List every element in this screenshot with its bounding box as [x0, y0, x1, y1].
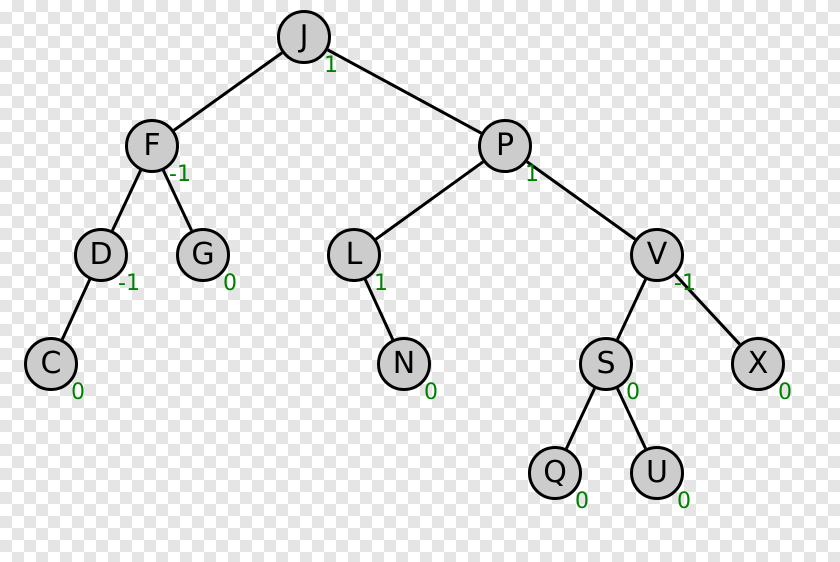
tree-edge [112, 170, 140, 230]
tree-node-c: C [24, 337, 78, 391]
tree-node-q: Q [528, 446, 582, 500]
balance-factor: 0 [575, 491, 589, 513]
tree-node-l: L [327, 228, 381, 282]
tree-edge [62, 280, 89, 340]
node-label: Q [543, 458, 567, 488]
node-label: C [41, 349, 62, 379]
tree-node-p: P [478, 119, 532, 173]
node-label: U [646, 458, 668, 488]
tree-edge [174, 53, 282, 131]
tree-edge [376, 162, 483, 239]
tree-node-j: J [277, 10, 331, 64]
tree-node-g: G [176, 228, 230, 282]
node-label: X [748, 349, 769, 379]
balance-factor: -1 [169, 164, 191, 186]
tree-node-s: S [579, 337, 633, 391]
balance-factor: 1 [374, 273, 388, 295]
balance-factor: 0 [778, 382, 792, 404]
node-label: J [300, 22, 309, 52]
tree-edge [527, 162, 635, 240]
node-label: G [191, 240, 214, 270]
node-label: F [143, 131, 160, 161]
balance-factor: 0 [71, 382, 85, 404]
balance-factor: 0 [677, 491, 691, 513]
tree-diagram: J F P D G L V C N S X Q U 1 -1 1 -1 0 1 -1 0 0 0 0 0 0 [0, 0, 840, 562]
node-label: V [647, 240, 668, 270]
balance-factor: -1 [118, 273, 140, 295]
node-label: N [393, 349, 415, 379]
balance-factor: 1 [525, 164, 539, 186]
tree-edge [566, 388, 594, 448]
tree-node-u: U [630, 446, 684, 500]
tree-edge [617, 279, 645, 339]
balance-factor: 1 [324, 55, 338, 77]
tree-node-x: X [731, 337, 785, 391]
balance-factor: 0 [626, 382, 640, 404]
balance-factor: 0 [223, 273, 237, 295]
node-label: P [496, 131, 514, 161]
tree-node-n: N [377, 337, 431, 391]
node-label: S [596, 349, 615, 379]
tree-edge [328, 50, 482, 133]
node-label: L [346, 240, 363, 270]
balance-factor: 0 [424, 382, 438, 404]
balance-factor: -1 [674, 273, 696, 295]
node-label: D [89, 240, 112, 270]
